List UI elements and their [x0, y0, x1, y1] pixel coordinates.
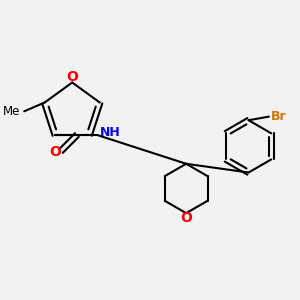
Text: Me: Me — [2, 105, 20, 118]
Text: O: O — [180, 211, 192, 225]
Text: O: O — [66, 70, 78, 84]
Text: O: O — [49, 146, 61, 159]
Text: NH: NH — [99, 126, 120, 139]
Text: Br: Br — [271, 110, 287, 123]
